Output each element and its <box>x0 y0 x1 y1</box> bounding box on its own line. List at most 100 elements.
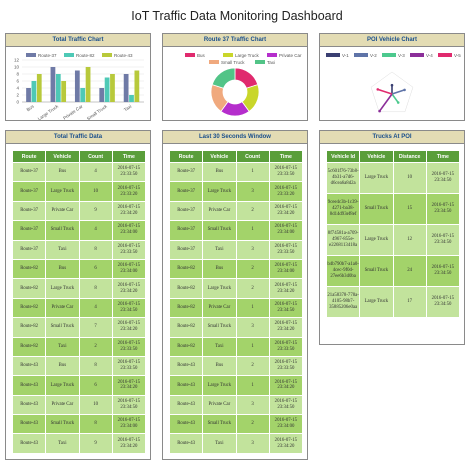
total-traffic-chart-panel: Total Traffic Chart Route-37 Route-82 Rout… <box>5 33 151 121</box>
table-row: Route-82 Large Truck 2 2016-07-15 23:34:20 <box>168 278 304 299</box>
table-cell: Taxi <box>45 239 80 260</box>
panel-heading: Route 37 Traffic Chart <box>163 34 307 47</box>
table-cell: 4 <box>78 220 113 241</box>
table-cell: 5c601f76-73b8-4b31-a7d6-d6cea6a8d2a <box>325 162 361 194</box>
table-cell: 10 <box>78 394 113 416</box>
legend-label: V-4 <box>426 53 433 58</box>
column-header[interactable]: Vehicle <box>202 150 237 163</box>
table-cell: Route-82 <box>11 317 47 338</box>
table-cell: 8 <box>78 414 113 435</box>
legend-swatch <box>185 53 195 57</box>
legend-swatch <box>438 53 452 57</box>
table-cell: 17 <box>392 286 427 318</box>
table-cell: Small Truck <box>202 414 237 435</box>
table-cell: Small Truck <box>45 414 80 435</box>
table-cell: 2016-07-15 23:34:20 <box>111 200 147 222</box>
legend-label: Route-37 <box>38 53 57 58</box>
table-cell: Route-37 <box>168 200 204 222</box>
radar-spoke <box>391 93 399 104</box>
column-header[interactable]: Vehicle Id <box>325 150 361 163</box>
table-row: Route-82 Private Car 4 2016-07-15 23:34:50 <box>11 297 147 319</box>
table-cell: Private Car <box>202 200 237 222</box>
column-header[interactable]: Route <box>11 150 47 163</box>
table-cell: Large Truck <box>202 278 237 299</box>
bar <box>50 67 56 102</box>
column-header[interactable]: Time <box>268 150 304 163</box>
table-cell: 2016-07-15 23:34:50 <box>425 193 461 225</box>
table-row: Route-82 Bus 2 2016-07-15 23:34:00 <box>168 258 304 280</box>
table-row: Route-37 Taxi 8 2016-07-15 23:33:50 <box>11 239 147 260</box>
y-tick-label: 6 <box>16 79 19 84</box>
table-cell: 2 <box>235 414 270 435</box>
legend-label: V-3 <box>398 53 405 58</box>
x-tick-label: Large Truck <box>37 103 60 120</box>
table-cell: 1 <box>235 297 270 319</box>
table-cell: Route-43 <box>168 414 204 435</box>
radar-point <box>376 88 380 91</box>
table-cell: Route-43 <box>168 394 204 416</box>
table-row: Route-37 Large Truck 10 2016-07-15 23:33:20 <box>11 181 147 202</box>
table-row: 8f74581a-a709-4967-855e-e2268113418a Larg… <box>325 224 461 256</box>
table-row: Route-43 Bus 2 2016-07-15 23:33:50 <box>168 355 304 377</box>
table-row: Route-37 Small Truck 1 2016-07-15 23:34:00 <box>168 220 304 241</box>
column-header[interactable]: Count <box>78 150 113 163</box>
panel-heading: Last 30 Seconds Window <box>163 131 307 144</box>
table-cell: Route-37 <box>11 200 47 222</box>
table-cell: 2016-07-15 23:34:20 <box>111 375 147 396</box>
column-header[interactable]: Time <box>425 150 461 163</box>
legend-swatch <box>26 53 36 57</box>
column-header[interactable]: Vehicle <box>45 150 80 163</box>
table-cell: 1 <box>235 375 270 396</box>
table-cell: 7 <box>78 317 113 338</box>
table-row: Route-82 Taxi 1 2016-07-15 23:33:50 <box>168 336 304 357</box>
table-row: Route-43 Small Truck 8 2016-07-15 23:34:00 <box>11 414 147 435</box>
table-row: Route-37 Private Car 9 2016-07-15 23:34:20 <box>11 200 147 222</box>
column-header[interactable]: Route <box>168 150 204 163</box>
last-30-seconds-panel: Last 30 Seconds Window Route Vehicle Count… <box>162 130 308 460</box>
table-cell: 1 <box>235 161 270 183</box>
y-tick-label: 10 <box>14 65 20 70</box>
table-cell: Small Truck <box>45 317 80 338</box>
bar <box>61 81 67 102</box>
table-cell: Route-43 <box>11 355 47 377</box>
table-cell: Large Truck <box>359 286 394 318</box>
radar-point <box>396 101 400 104</box>
table-cell: Route-43 <box>168 355 204 377</box>
bar <box>129 95 134 102</box>
table-row: Route-37 Taxi 3 2016-07-15 23:33:50 <box>168 239 304 260</box>
table-cell: Route-37 <box>11 220 47 241</box>
column-header[interactable]: Time <box>111 150 147 163</box>
table-row: Route-82 Large Truck 8 2016-07-15 23:34:20 <box>11 278 147 299</box>
table-row: Route-82 Taxi 2 2016-07-15 23:33:50 <box>11 336 147 357</box>
radar-spoke <box>391 89 405 95</box>
table-cell: Taxi <box>45 433 80 454</box>
table-cell: 2016-07-15 23:34:20 <box>268 317 304 338</box>
table-cell: 10 <box>392 162 427 194</box>
route37-traffic-chart-panel: Route 37 Traffic Chart Bus Large Truck Pri… <box>162 33 308 121</box>
table-row: Route-82 Small Truck 3 2016-07-15 23:34:20 <box>168 317 304 338</box>
table-row: b4b790b7-a1a0-4cec-9f0d-27ee6b3d0ba Small… <box>325 255 461 287</box>
table-cell: Route-43 <box>11 414 47 435</box>
column-header[interactable]: Vehicle <box>359 150 394 163</box>
table-row: 9cee4c3b-1c39-4271-ba38-8d14d93ef8ef Smal… <box>325 193 461 225</box>
table-cell: 2016-07-15 23:34:50 <box>425 255 461 287</box>
legend-label: Taxi <box>267 60 275 65</box>
column-header[interactable]: Distance <box>392 150 427 163</box>
table-cell: 8f74581a-a709-4967-855e-e2268113418a <box>325 224 361 256</box>
table-cell: 2016-07-15 23:34:00 <box>268 220 304 241</box>
y-tick-label: 12 <box>14 58 20 63</box>
table-cell: 21a58378-778a-4105-98b7-35885206e0aa <box>325 286 361 318</box>
bar <box>104 77 110 102</box>
table-cell: Small Truck <box>202 317 237 338</box>
window-traffic-table: Route Vehicle Count Time Route-37 Bus 1 2016-0… <box>168 150 304 454</box>
table-cell: Route-37 <box>168 239 204 260</box>
table-cell: Route-37 <box>11 181 47 202</box>
table-cell: 8 <box>78 355 113 377</box>
table-cell: Taxi <box>45 336 80 357</box>
table-cell: 2 <box>235 200 270 222</box>
legend-label: Small Truck <box>221 60 245 65</box>
table-cell: 10 <box>78 181 113 202</box>
table-row: Route-43 Small Truck 2 2016-07-15 23:34:00 <box>168 414 304 435</box>
legend-swatch <box>64 53 74 57</box>
column-header[interactable]: Count <box>235 150 270 163</box>
